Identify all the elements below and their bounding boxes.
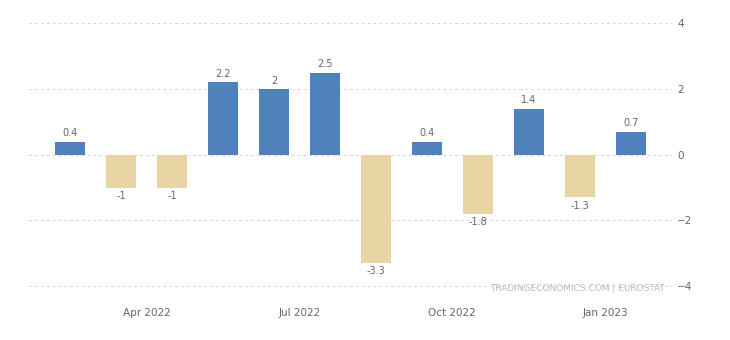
Text: TRADINGECONOMICS.COM | EUROSTAT: TRADINGECONOMICS.COM | EUROSTAT: [491, 285, 665, 293]
Bar: [463, 155, 493, 214]
Text: -3.3: -3.3: [366, 266, 385, 276]
Text: -1: -1: [167, 191, 177, 201]
Bar: [361, 155, 391, 263]
Text: 0.4: 0.4: [419, 128, 434, 138]
Bar: [106, 155, 137, 188]
Bar: [564, 155, 595, 198]
Text: -1: -1: [116, 191, 126, 201]
Bar: [258, 89, 289, 155]
Bar: [310, 73, 340, 155]
Text: 0.7: 0.7: [623, 118, 639, 129]
Text: -1.3: -1.3: [570, 201, 589, 211]
Text: -1.8: -1.8: [469, 217, 487, 227]
Bar: [55, 141, 85, 155]
Text: 2.2: 2.2: [215, 69, 231, 79]
Bar: [615, 132, 646, 155]
Bar: [412, 141, 442, 155]
Text: 2: 2: [271, 76, 277, 86]
Text: 1.4: 1.4: [521, 96, 537, 105]
Bar: [157, 155, 188, 188]
Bar: [207, 82, 238, 155]
Bar: [513, 109, 544, 155]
Text: 2.5: 2.5: [317, 59, 333, 69]
Text: 0.4: 0.4: [62, 128, 77, 138]
